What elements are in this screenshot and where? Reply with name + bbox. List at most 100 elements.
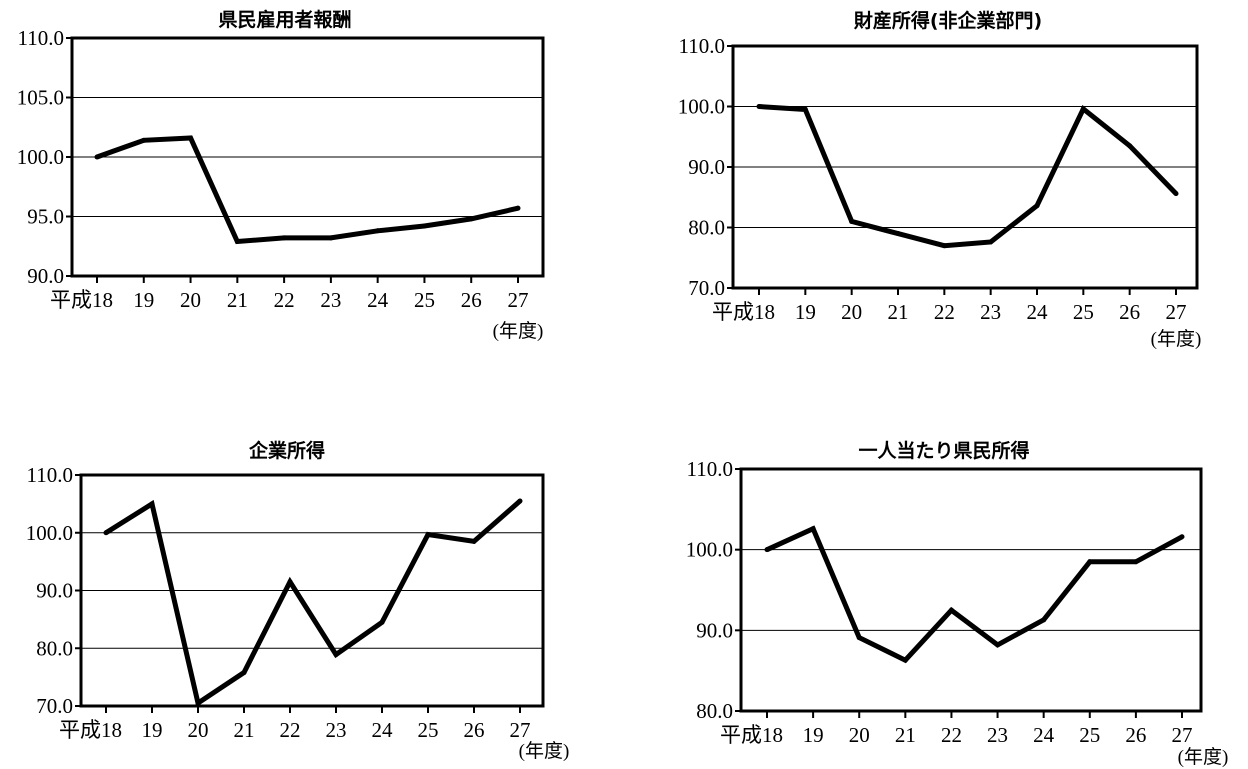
- data-point: [328, 235, 334, 241]
- data-point: [517, 498, 523, 504]
- x-tick-label: 27: [1172, 723, 1193, 747]
- data-point: [468, 216, 474, 222]
- y-tick-label: 80.0: [688, 216, 725, 240]
- y-tick-label: 95.0: [27, 205, 64, 229]
- x-tick-label: 19: [142, 718, 163, 742]
- data-point: [333, 652, 339, 658]
- data-point: [141, 137, 147, 143]
- data-point: [941, 243, 947, 249]
- x-tick-label: 19: [133, 288, 154, 312]
- x-tick-label: 26: [464, 718, 485, 742]
- data-point: [287, 579, 293, 585]
- y-tick-label: 100.0: [678, 95, 725, 119]
- x-tick-label: 21: [234, 718, 255, 742]
- y-tick-label: 90.0: [36, 579, 73, 603]
- x-tick-label: 22: [274, 288, 295, 312]
- chart-title: 県民雇用者報酬: [218, 8, 351, 31]
- chart-4: 一人当たり県民所得 80.0 90.0 100.0 110.0 平成18 19 20 21 22 2…: [686, 439, 1229, 768]
- x-tick-label: 平成18: [712, 300, 775, 324]
- x-tick-label: 19: [795, 300, 816, 324]
- data-point: [810, 526, 816, 532]
- data-point: [1173, 191, 1179, 197]
- x-tick-label: 平成18: [720, 723, 783, 747]
- x-tick-label: 23: [987, 723, 1008, 747]
- data-point: [764, 547, 770, 553]
- data-point: [849, 218, 855, 224]
- x-tick-label: 24: [372, 718, 394, 742]
- data-point: [1080, 106, 1086, 112]
- data-point: [471, 538, 477, 544]
- y-tick-label: 105.0: [17, 86, 64, 110]
- data-point: [1133, 559, 1139, 565]
- data-point: [856, 635, 862, 641]
- x-tick-label: 25: [1073, 300, 1094, 324]
- chart-2: 財産所得(非企業部門) 70.0 80.0 90.0 100.0 110.0 平成18 19 2…: [678, 9, 1202, 350]
- chart-title: 財産所得(非企業部門): [854, 9, 1042, 32]
- x-tick-label: 平成18: [59, 718, 122, 742]
- x-unit-label: (年度): [1178, 746, 1229, 768]
- data-point: [756, 104, 762, 109]
- x-tick-label: 23: [980, 300, 1001, 324]
- y-tick-label: 110.0: [679, 34, 725, 58]
- x-tick-label: 26: [1119, 300, 1140, 324]
- x-tick-label: 22: [941, 723, 962, 747]
- chart-title: 企業所得: [248, 439, 325, 462]
- x-tick-label: 25: [418, 718, 439, 742]
- data-point: [948, 607, 954, 613]
- x-unit-label: (年度): [1151, 328, 1202, 350]
- x-tick-label: 20: [188, 718, 209, 742]
- x-tick-label: 平成18: [50, 288, 113, 312]
- x-tick-label: 22: [934, 300, 955, 324]
- y-tick-label: 90.0: [688, 155, 725, 179]
- data-point: [515, 205, 521, 211]
- x-tick-label: 24: [1033, 723, 1055, 747]
- chart-title: 一人当たり県民所得: [858, 439, 1029, 462]
- x-tick-label: 22: [280, 718, 301, 742]
- data-point: [902, 657, 908, 663]
- data-point: [895, 231, 901, 237]
- data-point: [94, 154, 100, 160]
- x-unit-label: (年度): [519, 740, 570, 762]
- data-point: [195, 700, 201, 706]
- data-point: [149, 501, 155, 507]
- data-point: [281, 235, 287, 241]
- x-tick-label: 20: [180, 288, 201, 312]
- x-tick-label: 27: [1166, 300, 1187, 324]
- data-point: [802, 107, 808, 113]
- y-tick-label: 80.0: [696, 699, 733, 723]
- series-line: [765, 525, 1184, 664]
- chart-1: 県民雇用者報酬 90.0 95.0 100.0 105.0 110.0 平成18 19 20 21…: [17, 8, 545, 342]
- plot-frame: [79, 473, 545, 708]
- x-tick-label: 26: [461, 288, 482, 312]
- data-point: [1041, 617, 1047, 623]
- data-point: [1087, 559, 1093, 565]
- plot-frame: [739, 467, 1203, 713]
- data-point: [188, 135, 194, 141]
- data-point: [1034, 203, 1040, 209]
- x-tick-label: 27: [510, 718, 531, 742]
- y-tick-label: 70.0: [36, 694, 73, 718]
- x-tick-label: 23: [320, 288, 341, 312]
- y-tick-label: 100.0: [686, 538, 733, 562]
- data-point: [995, 642, 1001, 648]
- series-line: [96, 135, 519, 245]
- chart-3: 企業所得 70.0 80.0 90.0 100.0 110.0 平成18 19 20 21 22 23…: [26, 439, 570, 762]
- data-point: [379, 619, 385, 625]
- series-line: [758, 104, 1178, 249]
- data-point: [375, 228, 381, 234]
- x-tick-label: 21: [888, 300, 909, 324]
- y-tick-label: 110.0: [18, 26, 64, 50]
- data-point: [1127, 143, 1133, 149]
- y-tick-label: 100.0: [26, 521, 73, 545]
- x-tick-label: 25: [414, 288, 435, 312]
- x-unit-label: (年度): [493, 320, 544, 342]
- series-line: [104, 499, 522, 708]
- y-tick-label: 80.0: [36, 636, 73, 660]
- x-tick-label: 21: [227, 288, 248, 312]
- x-tick-label: 24: [1027, 300, 1049, 324]
- data-point: [988, 239, 994, 245]
- x-tick-label: 20: [849, 723, 870, 747]
- y-tick-label: 100.0: [17, 145, 64, 169]
- plot-frame: [70, 36, 545, 278]
